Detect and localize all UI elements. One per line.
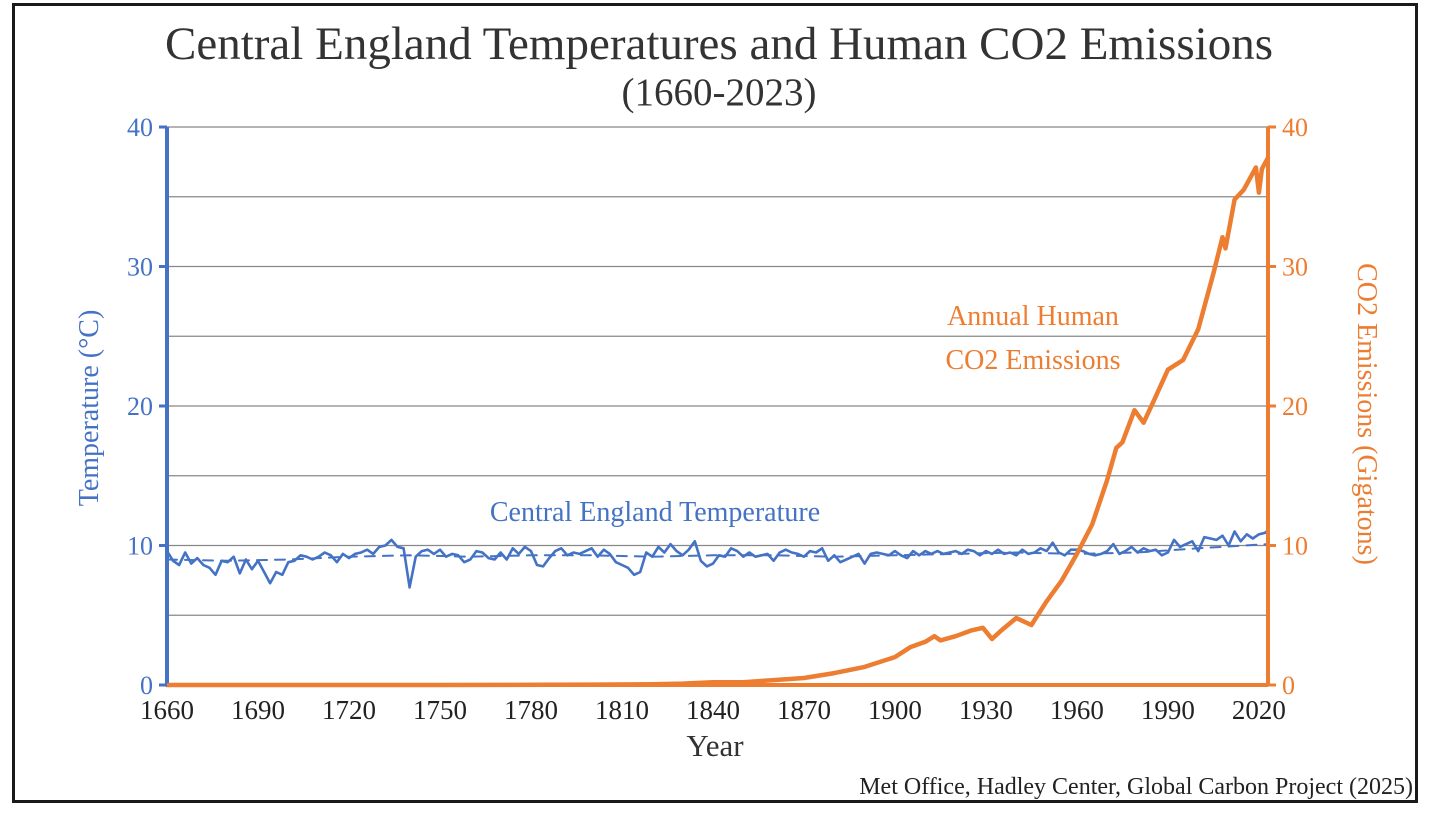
chart-subtitle: (1660-2023) (622, 71, 817, 114)
y-axis-label-right: CO2 Emissions (Gigatons) (1351, 263, 1382, 565)
x-tick-label: 1780 (504, 695, 558, 725)
co2-emissions-line (164, 155, 1271, 688)
x-tick-label: 1720 (322, 695, 376, 725)
tick-labels: 1660 1690 1720 1750 1780 1810 1840 1870 1900 1930… (127, 113, 1308, 725)
temperature-series-label: Central England Temperature (490, 497, 820, 528)
y-tick-label-right: 20 (1282, 392, 1308, 421)
x-tick-label: 1750 (413, 695, 467, 725)
chart: 1660 1690 1720 1750 1780 1810 1840 1870 1900 1930… (74, 18, 1413, 800)
x-axis-label: Year (686, 728, 744, 763)
series-group (164, 155, 1271, 688)
co2-series-label-line1: Annual Human (947, 301, 1119, 332)
x-tick-label: 1840 (686, 695, 740, 725)
chart-title: Central England Temperatures and Human C… (165, 18, 1273, 70)
y-tick-label-right: 40 (1282, 113, 1308, 142)
axes (159, 125, 1276, 687)
x-tick-label: 1990 (1141, 695, 1195, 725)
x-tick-label: 1930 (959, 695, 1013, 725)
y-tick-label-left: 30 (127, 253, 153, 282)
x-tick-label: 1900 (868, 695, 922, 725)
temperature-line (165, 528, 1270, 589)
co2-series-label-line2: CO2 Emissions (945, 345, 1120, 376)
x-tick-label: 1960 (1050, 695, 1104, 725)
gridlines (167, 126, 1268, 616)
y-tick-label-left: 10 (127, 532, 153, 561)
x-tick-label: 1690 (231, 695, 285, 725)
y-tick-label-right: 10 (1282, 532, 1308, 561)
y-tick-label-right: 30 (1282, 253, 1308, 282)
y-tick-label-right: 0 (1282, 671, 1295, 700)
y-tick-label-left: 0 (140, 671, 153, 700)
y-tick-label-left: 20 (127, 392, 153, 421)
y-axis-label-left: Temperature (°C) (74, 310, 105, 507)
source-credit: Met Office, Hadley Center, Global Carbon… (859, 774, 1413, 800)
x-tick-label: 2020 (1232, 695, 1286, 725)
x-tick-label: 1660 (140, 695, 194, 725)
y-tick-label-left: 40 (127, 113, 153, 142)
chart-frame: 1660 1690 1720 1750 1780 1810 1840 1870 1900 1930… (12, 3, 1418, 803)
x-tick-label: 1870 (777, 695, 831, 725)
x-tick-label: 1810 (595, 695, 649, 725)
